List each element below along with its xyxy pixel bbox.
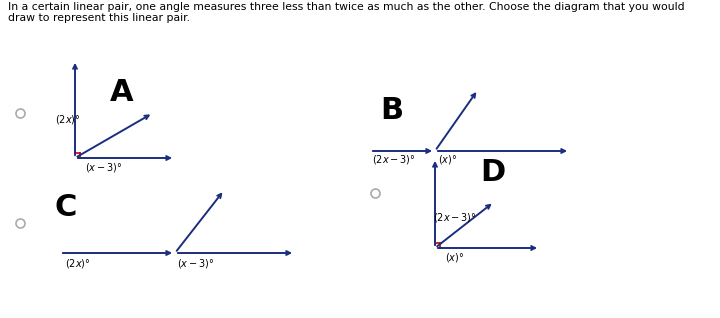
Text: $(x)°$: $(x)°$ — [445, 252, 464, 265]
Text: $(2x-3)°$: $(2x-3)°$ — [433, 211, 477, 224]
Text: $(2x-3)°$: $(2x-3)°$ — [372, 154, 415, 167]
Text: $(2x)°$: $(2x)°$ — [55, 114, 81, 127]
Text: In a certain linear pair, one angle measures three less than twice as much as th: In a certain linear pair, one angle meas… — [8, 2, 685, 12]
Text: $(x-3)°$: $(x-3)°$ — [177, 257, 215, 269]
Text: A: A — [110, 78, 134, 107]
Text: C: C — [55, 193, 77, 222]
Text: $(2x)°$: $(2x)°$ — [65, 257, 91, 269]
Text: draw to represent this linear pair.: draw to represent this linear pair. — [8, 13, 190, 23]
Text: $(x-3)°$: $(x-3)°$ — [85, 162, 122, 175]
Text: $(x)°$: $(x)°$ — [438, 154, 457, 167]
Text: D: D — [480, 158, 505, 187]
Text: B: B — [380, 96, 403, 125]
